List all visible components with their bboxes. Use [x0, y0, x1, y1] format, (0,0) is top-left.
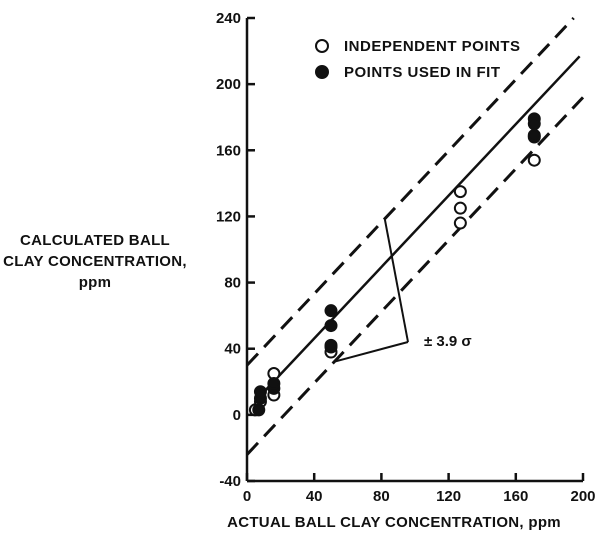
independent-point	[455, 218, 466, 229]
independent-point	[455, 186, 466, 197]
y-tick-label: 160	[216, 142, 241, 159]
fit-line-group	[255, 56, 579, 401]
x-tick-label: 120	[436, 488, 461, 505]
x-tick-label: 0	[243, 488, 251, 505]
legend-label: POINTS USED IN FIT	[344, 64, 501, 81]
band-leader-lower	[334, 342, 408, 362]
fit-line	[255, 56, 579, 401]
x-tick-label: 200	[570, 488, 595, 505]
y-tick-label: 0	[233, 407, 241, 424]
fit-point	[326, 305, 337, 316]
fit-point	[529, 118, 540, 129]
y-tick-label: -40	[219, 473, 241, 490]
fit-point	[326, 340, 337, 351]
y-tick-label: 240	[216, 10, 241, 27]
x-tick-label: 40	[306, 488, 323, 505]
y-tick-label: 40	[224, 341, 241, 358]
data-points	[250, 113, 540, 415]
lower-bound-line	[247, 97, 583, 454]
x-tick-label: 160	[503, 488, 528, 505]
band-annotation: ± 3.9 σ	[424, 333, 472, 350]
y-tick-label: 200	[216, 76, 241, 93]
independent-point	[529, 155, 540, 166]
y-tick-label: 80	[224, 275, 241, 292]
fit-point	[253, 404, 264, 415]
band-leader-upper	[385, 219, 408, 342]
legend-marker-independent	[316, 40, 328, 52]
confidence-band	[247, 18, 583, 455]
legend: INDEPENDENT POINTS POINTS USED IN FIT	[316, 38, 521, 81]
fit-point	[255, 386, 266, 397]
x-tick-label: 80	[373, 488, 390, 505]
y-tick-label: 120	[216, 208, 241, 225]
independent-point	[455, 203, 466, 214]
legend-marker-fit	[316, 66, 328, 78]
fit-point	[529, 130, 540, 141]
fit-point	[268, 378, 279, 389]
fit-point	[326, 320, 337, 331]
x-axis-label: ACTUAL BALL CLAY CONCENTRATION, ppm	[227, 514, 561, 531]
legend-label: INDEPENDENT POINTS	[344, 38, 521, 55]
